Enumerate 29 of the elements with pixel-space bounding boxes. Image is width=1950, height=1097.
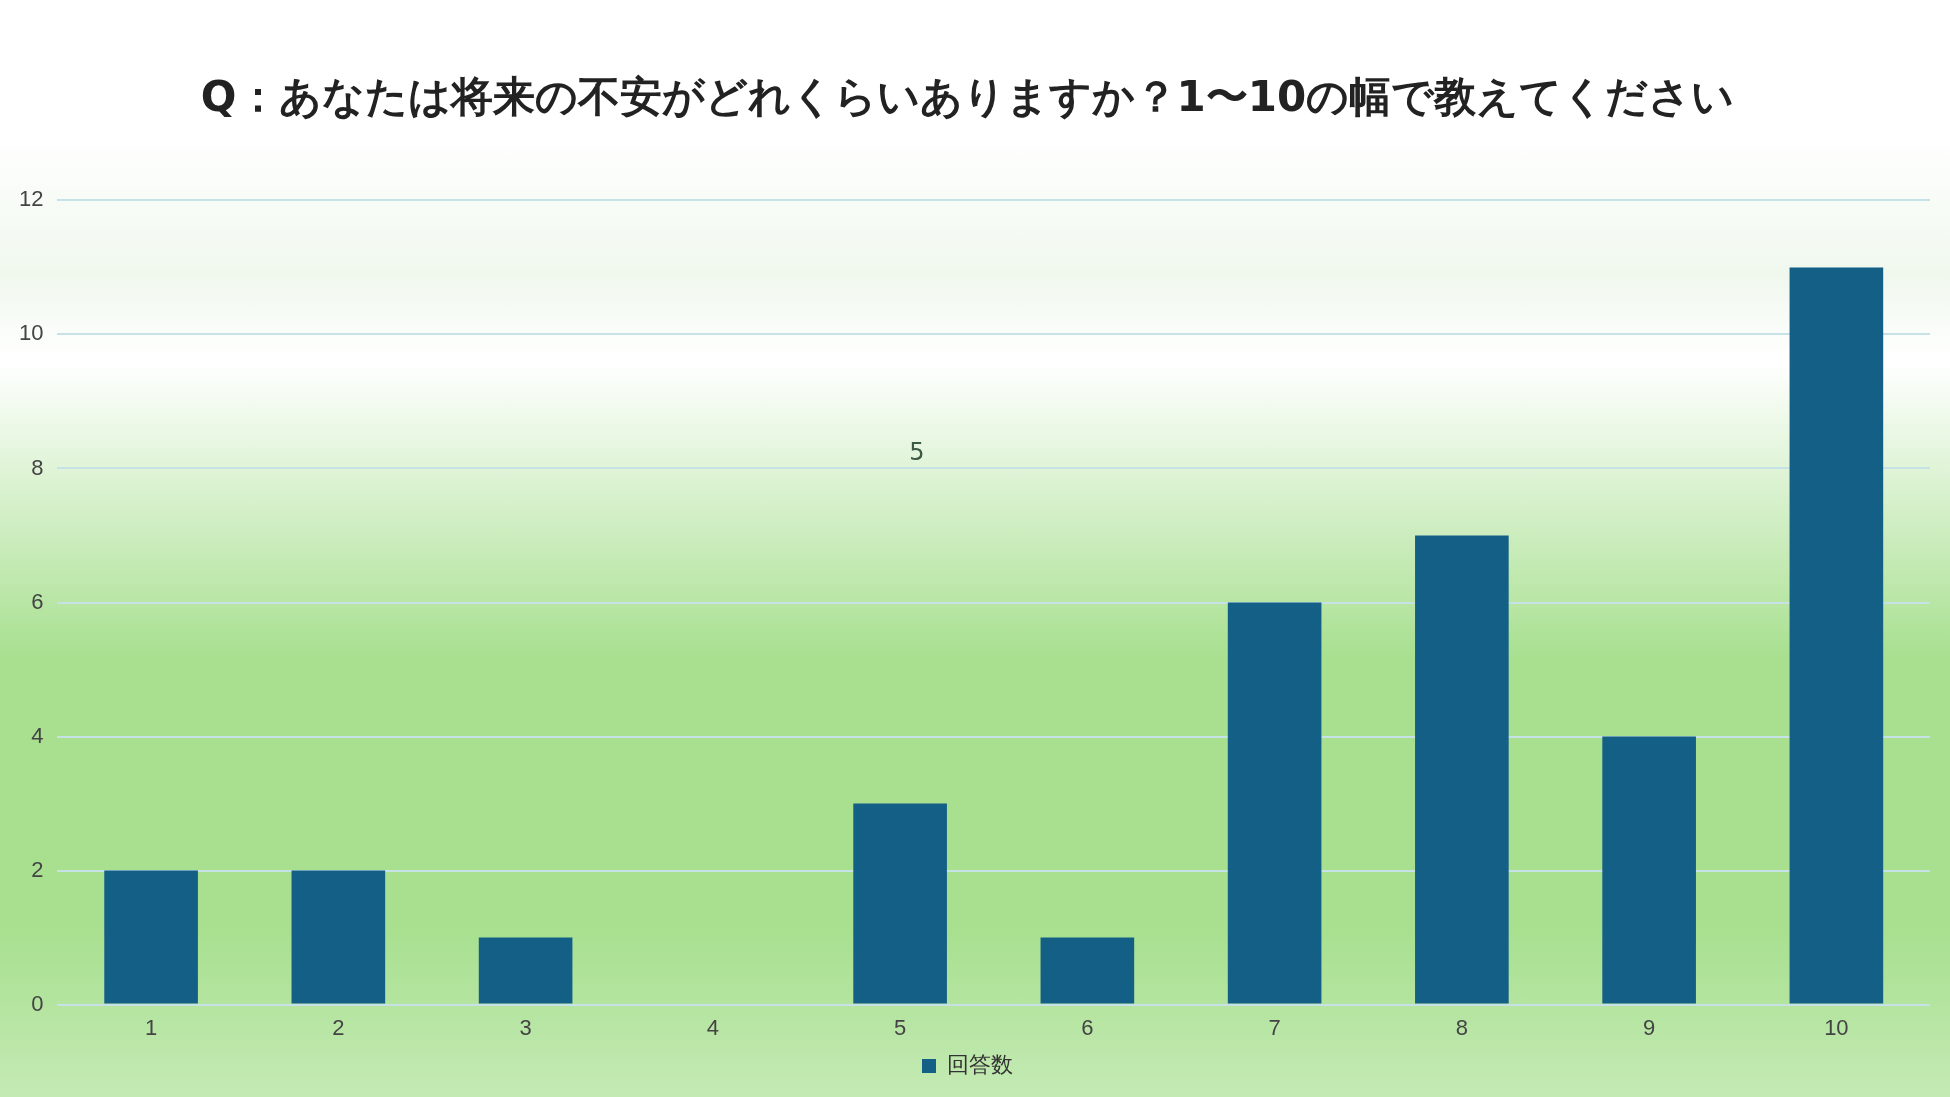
chart-title: Q：あなたは将来の不安がどれくらいありますか？1〜10の幅で教えてください [200,72,1735,122]
bar [853,803,947,1004]
x-tick-label: 10 [1824,1014,1849,1040]
x-tick-label: 3 [519,1014,532,1040]
y-tick-label: 10 [18,320,44,346]
bar [104,870,198,1004]
x-tick-label: 7 [1268,1014,1281,1040]
y-tick-label: 0 [31,990,44,1016]
y-tick-label: 2 [31,856,44,882]
bar [1602,736,1696,1004]
x-tick-label: 4 [706,1014,719,1040]
y-tick-label: 8 [31,454,44,480]
bar [1415,535,1509,1004]
bar [1040,937,1135,1004]
annotation: 5 [909,437,925,466]
bar [291,870,386,1004]
bar [1227,602,1322,1004]
x-tick-label: 8 [1455,1014,1468,1040]
y-tick-label: 12 [18,186,44,212]
x-tick-label: 6 [1081,1014,1094,1040]
bar [478,937,573,1004]
x-tick-label: 1 [144,1014,158,1040]
y-tick-label: 6 [31,588,44,614]
x-tick-label: 2 [332,1014,345,1040]
y-tick-label: 4 [31,722,44,748]
bar [1789,267,1884,1004]
legend-label: 回答数 [947,1051,1013,1077]
x-tick-label: 9 [1643,1014,1656,1040]
x-tick-label: 5 [893,1014,907,1040]
